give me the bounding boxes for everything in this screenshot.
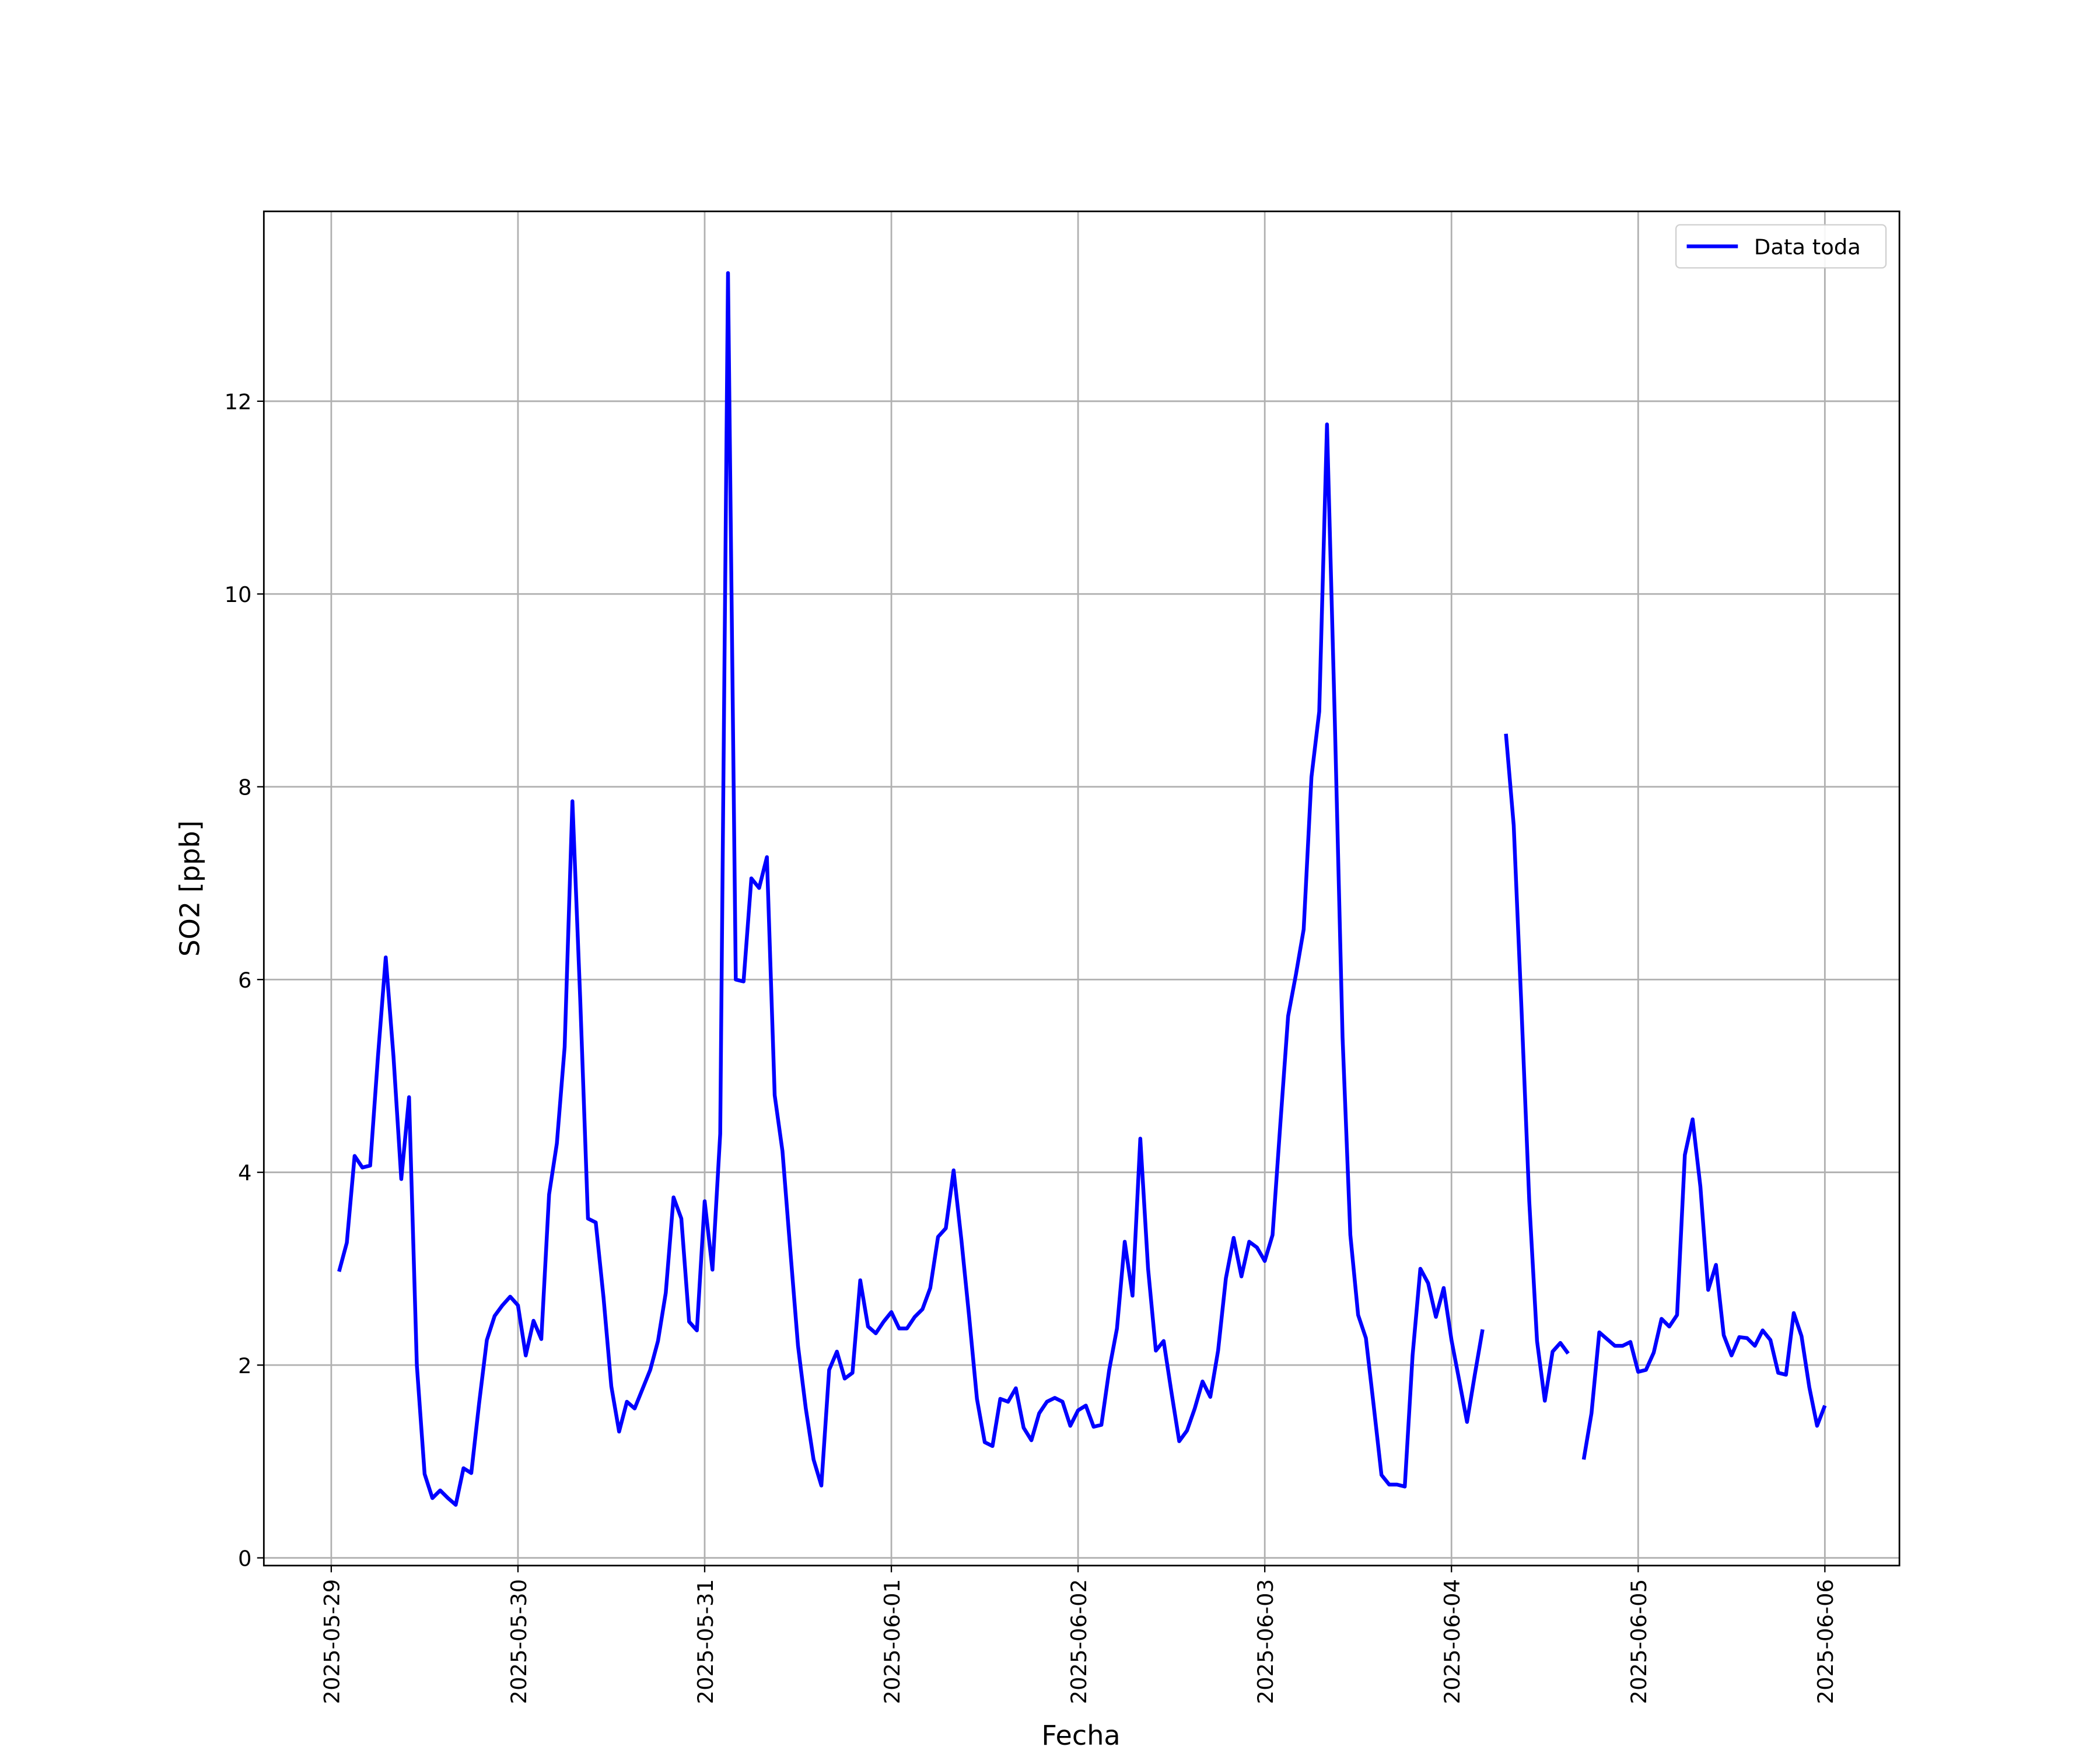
legend-box: [1675, 224, 1887, 269]
x-tick-label: 2025-06-05: [1626, 1579, 1651, 1704]
y-tick-label: 0: [238, 1546, 251, 1571]
x-tick-label: 2025-06-06: [1813, 1579, 1838, 1704]
y-tick-label: 12: [225, 390, 252, 415]
legend-label: Data toda: [1754, 235, 1861, 260]
y-tick-label: 2: [238, 1353, 251, 1378]
y-tick-label: 8: [238, 775, 251, 800]
x-tick-label: 2025-05-30: [506, 1579, 531, 1704]
x-tick-label: 2025-06-01: [880, 1579, 905, 1704]
x-tick-label: 2025-06-03: [1253, 1579, 1278, 1704]
x-tick-label: 2025-05-29: [320, 1579, 345, 1704]
y-tick-label: 4: [238, 1161, 251, 1186]
x-tick-label: 2025-05-31: [693, 1579, 718, 1704]
y-tick-label: 6: [238, 968, 251, 993]
plot-frame: [262, 210, 1901, 1567]
y-axis-label: SO2 [ppb]: [174, 820, 206, 957]
x-axis-label: Fecha: [1041, 1720, 1120, 1750]
x-tick-label: 2025-06-02: [1066, 1579, 1091, 1704]
y-tick-label: 10: [225, 582, 252, 607]
x-tick-label: 2025-06-04: [1440, 1579, 1465, 1704]
data-line: [337, 271, 1827, 1507]
